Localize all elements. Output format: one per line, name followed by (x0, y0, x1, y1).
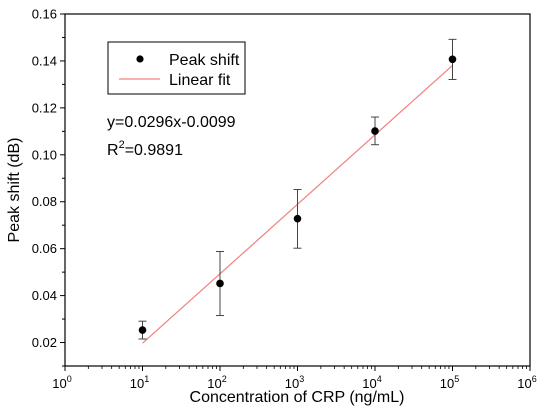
data-point-group (448, 38, 457, 80)
x-tick-base: 10 (362, 376, 376, 391)
legend-label-peak-shift: Peak shift (169, 52, 240, 69)
y-tick-label: 0.08 (32, 194, 57, 209)
data-point (293, 214, 302, 223)
data-point-group (138, 320, 147, 340)
y-tick-label: 0.10 (32, 147, 57, 162)
x-tick-label: 100 (52, 374, 71, 391)
y-tick-label: 0.14 (32, 53, 57, 68)
points-layer (138, 38, 457, 340)
x-tick-base: 10 (285, 376, 299, 391)
data-point (448, 55, 457, 64)
data-point (138, 326, 147, 334)
legend-label-linear-fit: Linear fit (169, 72, 231, 89)
x-tick-label: 105 (440, 374, 459, 391)
x-tick-exponent: 3 (299, 374, 304, 384)
y-tick-label: 0.06 (32, 241, 57, 256)
x-tick-exponent: 6 (532, 374, 537, 384)
r-squared-sup: 2 (119, 139, 125, 151)
x-tick-label: 103 (285, 374, 304, 391)
x-tick-exponent: 2 (222, 374, 227, 384)
legend: Peak shift Linear fit (107, 41, 246, 95)
x-tick-base: 10 (207, 376, 221, 391)
data-point (216, 279, 224, 288)
y-axis-label: Peak shift (dB) (6, 138, 23, 243)
r-squared: R2=0.9891 (107, 139, 183, 159)
data-point-group (293, 189, 302, 249)
x-tick-label: 104 (362, 374, 381, 391)
y-tick-label: 0.04 (32, 288, 57, 303)
y-tick-label: 0.02 (32, 335, 57, 350)
y-tick-label: 0.12 (32, 100, 57, 115)
plot-frame (64, 13, 531, 367)
x-tick-exponent: 0 (67, 374, 72, 384)
y-tick-label: 0.16 (32, 7, 57, 22)
x-tick-base: 10 (130, 376, 144, 391)
data-point (371, 127, 379, 135)
legend-point-marker (136, 55, 144, 63)
x-tick-label: 106 (517, 374, 536, 391)
legend-box (107, 41, 246, 95)
x-tick-exponent: 4 (377, 374, 382, 384)
fit-equation: y=0.0296x-0.0099 (107, 114, 236, 131)
r-squared-prefix: R (107, 142, 119, 159)
x-tick-label: 101 (130, 374, 149, 391)
x-tick-exponent: 1 (144, 374, 149, 384)
x-tick-base: 10 (517, 376, 531, 391)
x-tick-base: 10 (440, 376, 454, 391)
data-point-group (216, 250, 224, 317)
x-tick-exponent: 5 (454, 374, 459, 384)
r-squared-value: =0.9891 (125, 142, 183, 159)
x-axis-label: Concentration of CRP (ng/mL) (190, 389, 405, 406)
data-point-group (371, 116, 379, 146)
x-tick-base: 10 (52, 376, 66, 391)
x-tick-label: 102 (207, 374, 226, 391)
